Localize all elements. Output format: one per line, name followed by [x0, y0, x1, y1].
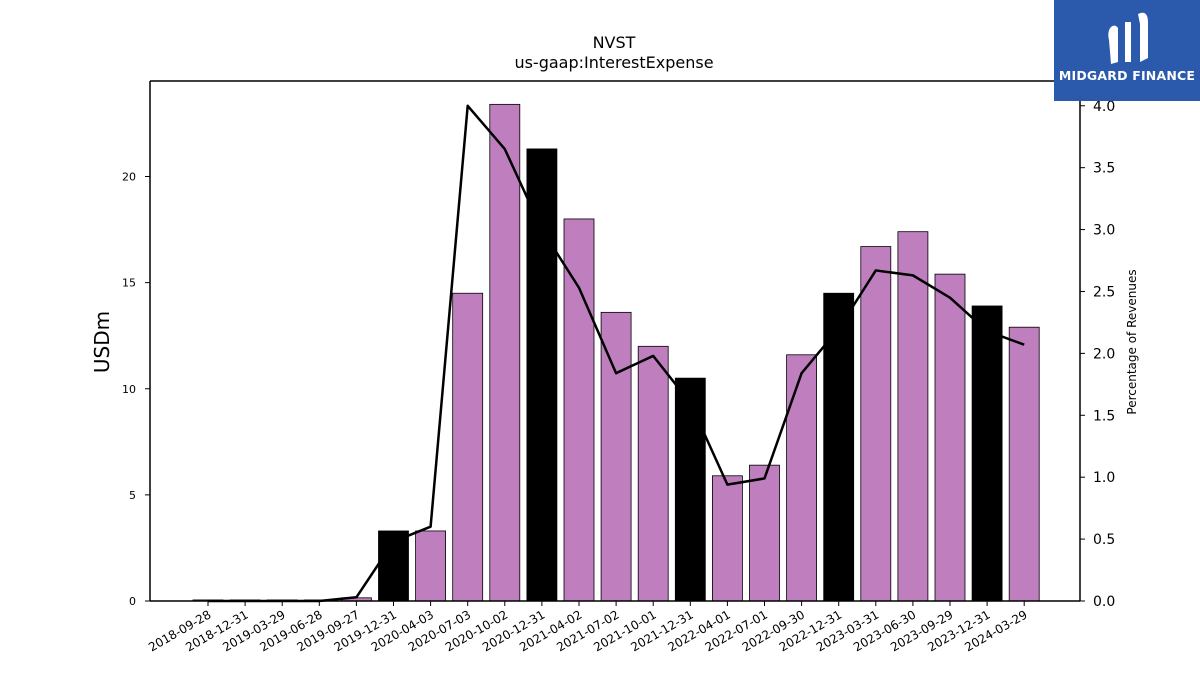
- y2-tick-label: 1.0: [1093, 470, 1115, 486]
- y2-tick-label: 2.0: [1093, 346, 1115, 362]
- bar: [786, 354, 817, 602]
- bar: [749, 464, 780, 602]
- bar: [600, 311, 632, 602]
- bar: [971, 305, 1003, 602]
- y-axis-label: USDm: [90, 311, 114, 373]
- bar: [674, 377, 706, 602]
- brand-mark-icon: [1108, 12, 1148, 64]
- brand-name: MIDGARD FINANCE: [1058, 68, 1196, 83]
- bar: [934, 273, 966, 602]
- y-tick-label: 20: [122, 171, 136, 184]
- bar: [1008, 326, 1040, 602]
- y2-tick-label: 4.0: [1093, 99, 1115, 115]
- y-tick-label: 15: [122, 277, 136, 290]
- brand-logo: MIDGARD FINANCE: [1054, 0, 1200, 101]
- y-tick-label: 5: [129, 489, 136, 502]
- bar: [897, 231, 929, 602]
- y2-tick-label: 2.5: [1093, 284, 1115, 300]
- bar: [823, 292, 855, 602]
- y-tick-label: 0: [129, 595, 136, 608]
- line-series: [208, 104, 1025, 603]
- chart-subtitle: us-gaap:InterestExpense: [514, 53, 713, 72]
- chart-title: NVST: [593, 33, 636, 52]
- y2-tick-label: 1.5: [1093, 408, 1115, 424]
- bar: [860, 246, 892, 602]
- y-tick-label: 10: [122, 383, 136, 396]
- bar: [489, 103, 521, 602]
- bar: [712, 475, 743, 602]
- y2-tick-label: 0.0: [1093, 594, 1115, 610]
- bar: [563, 218, 595, 602]
- y2-axis-label: Percentage of Revenues: [1125, 269, 1139, 414]
- line-group: [208, 104, 1025, 603]
- bar: [526, 148, 558, 602]
- y2-tick-label: 3.0: [1093, 223, 1115, 239]
- bar: [452, 292, 484, 602]
- bars-group: [192, 103, 1040, 602]
- y2-tick-label: 3.5: [1093, 161, 1115, 177]
- bar: [637, 345, 669, 602]
- bar: [415, 530, 447, 602]
- y2-tick-label: 0.5: [1093, 532, 1115, 548]
